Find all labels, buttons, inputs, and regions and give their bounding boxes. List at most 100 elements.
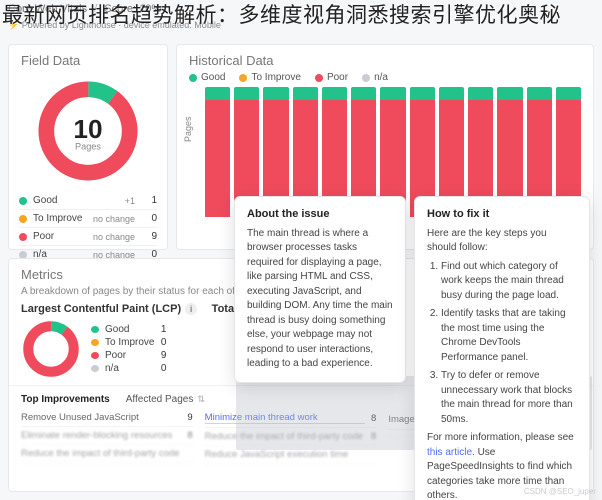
improvement-text: Remove Unused JavaScript (21, 412, 181, 423)
legend-count: 1 (154, 324, 166, 335)
tab-affected-pages[interactable]: Affected Pages⇅ (126, 394, 205, 405)
watermark: CSDN @SEO_juper (524, 487, 596, 496)
tab-top-improvements[interactable]: Top Improvements (21, 394, 110, 405)
legend-count: 9 (145, 231, 157, 242)
improvement-text: Eliminate render-blocking resources (21, 430, 181, 441)
popover-fix-steps: Find out which category of work keeps th… (427, 260, 577, 428)
hist-bar-seg-good (439, 87, 464, 100)
legend-label: Good (201, 72, 225, 83)
legend-dot (189, 74, 197, 82)
legend-delta: no change (93, 232, 135, 242)
field-data-card: Field Data 10 Pages Good +1 1 To Improve… (8, 44, 168, 250)
legend-count: 1 (145, 195, 157, 206)
legend-count: 0 (145, 213, 157, 224)
legend-row: n/a 0 (91, 362, 166, 375)
improvement-row[interactable]: Reduce JavaScript execution time (205, 446, 377, 464)
improvement-row[interactable]: Reduce the impact of third-party code 8 (205, 428, 377, 446)
metric-lcp-legend: Good 1 To Improve 0 Poor 9 n/a 0 (91, 323, 166, 375)
breadcrumb-sep: / (94, 3, 97, 15)
improvement-count: 8 (371, 431, 376, 442)
legend-row: Poor 9 (91, 349, 166, 362)
popover-fix-title: How to fix it (427, 207, 577, 223)
legend-count: 9 (154, 350, 166, 361)
legend-row: Good 1 (91, 323, 166, 336)
donut-center-label: Pages (75, 141, 101, 151)
popover-how-to-fix: How to fix it Here are the key steps you… (414, 196, 590, 500)
hist-legend-item: n/a (362, 72, 388, 83)
improvement-text: Minimize main thread work (205, 412, 365, 424)
breadcrumb-a[interactable]: Core Web Vitals (8, 3, 87, 15)
breadcrumb: Core Web Vitals / Score: 10% (8, 3, 161, 15)
hist-bar-seg-good (263, 87, 288, 100)
improvements-column: Minimize main thread work8Reduce the imp… (205, 409, 377, 464)
legend-delta: +1 (125, 196, 135, 206)
legend-label: To Improve (105, 337, 154, 348)
legend-row: To Improve no change 0 (19, 209, 157, 227)
improvement-row[interactable]: Eliminate render-blocking resources 8 (21, 427, 193, 445)
historical-title: Historical Data (177, 45, 593, 72)
hist-bar-seg-good (468, 87, 493, 100)
legend-label: n/a (105, 363, 154, 374)
donut-center-value: 10 (73, 114, 102, 144)
legend-label: Poor (33, 231, 93, 242)
popover-about-issue: About the issue The main thread is where… (234, 196, 406, 383)
legend-label: Poor (327, 72, 348, 83)
legend-dot (362, 74, 370, 82)
legend-dot (19, 197, 27, 205)
metric-lcp-donut (21, 319, 81, 379)
legend-label: To Improve (251, 72, 300, 83)
improvement-text: Reduce the impact of third-party code (21, 448, 193, 459)
hist-bar-seg-poor (205, 100, 230, 217)
field-donut: 10 Pages (9, 72, 167, 192)
page-root: 最新网页排名趋势解析：多维度视角洞悉搜索引擎优化奥秘 Core Web Vita… (0, 0, 602, 500)
historical-legend: Good To Improve Poor n/a (177, 72, 593, 87)
powered-by-line: ⚡ Powered by Lighthouse · device emulate… (8, 20, 221, 31)
historical-ylabel: Pages (183, 116, 193, 142)
fix-step: Try to defer or remove unnecessary work … (441, 369, 577, 427)
improvement-row[interactable]: Reduce the impact of third-party code (21, 445, 193, 463)
hist-bar-seg-good (380, 87, 405, 100)
legend-delta: no change (93, 214, 135, 224)
legend-row: Poor no change 9 (19, 227, 157, 245)
hist-bar-seg-good (527, 87, 552, 100)
breadcrumb-b: Score: 10% (104, 3, 161, 15)
field-data-title: Field Data (9, 45, 167, 72)
hist-bar[interactable] (205, 87, 230, 217)
legend-label: Poor (105, 350, 154, 361)
improvement-text: Reduce JavaScript execution time (205, 449, 377, 460)
hist-legend-item: Poor (315, 72, 348, 83)
popover-about-title: About the issue (247, 207, 393, 223)
hist-bar-seg-good (351, 87, 376, 100)
hist-legend-item: Good (189, 72, 225, 83)
hist-bar-seg-good (322, 87, 347, 100)
popover-about-body: The main thread is where a browser proce… (247, 227, 393, 372)
legend-row: To Improve 0 (91, 336, 166, 349)
popover-fix-link[interactable]: this article (427, 447, 472, 458)
legend-dot (91, 365, 99, 372)
improvement-count: 8 (371, 413, 376, 424)
legend-label: n/a (374, 72, 388, 83)
popover-fix-intro: Here are the key steps you should follow… (427, 227, 577, 256)
improvement-row[interactable]: Remove Unused JavaScript 9 (21, 409, 193, 427)
improvements-column: Remove Unused JavaScript 9 Eliminate rende… (21, 409, 193, 464)
hist-bar-seg-good (234, 87, 259, 100)
hist-bar-seg-good (293, 87, 318, 100)
sort-icon: ⇅ (197, 394, 205, 405)
metric-lcp: Largest Contentful Paint (LCP) i Good 1 … (21, 303, 200, 379)
improvement-text: Reduce the impact of third-party code (205, 431, 365, 442)
legend-dot (91, 326, 99, 333)
improvement-row[interactable]: Minimize main thread work 8 (205, 409, 377, 428)
improvement-count: 9 (187, 412, 192, 423)
legend-label: Good (105, 324, 154, 335)
hist-bar-seg-good (205, 87, 230, 100)
legend-label: Good (33, 195, 125, 206)
hist-legend-item: To Improve (239, 72, 300, 83)
metric-lcp-title: Largest Contentful Paint (LCP) (21, 303, 181, 315)
info-icon[interactable]: i (185, 303, 197, 315)
legend-count: 0 (154, 363, 166, 374)
legend-dot (91, 339, 99, 346)
fix-step: Identify tasks that are taking the most … (441, 307, 577, 365)
legend-dot (19, 215, 27, 223)
improvement-count: 8 (187, 430, 192, 441)
legend-row: Good +1 1 (19, 192, 157, 209)
